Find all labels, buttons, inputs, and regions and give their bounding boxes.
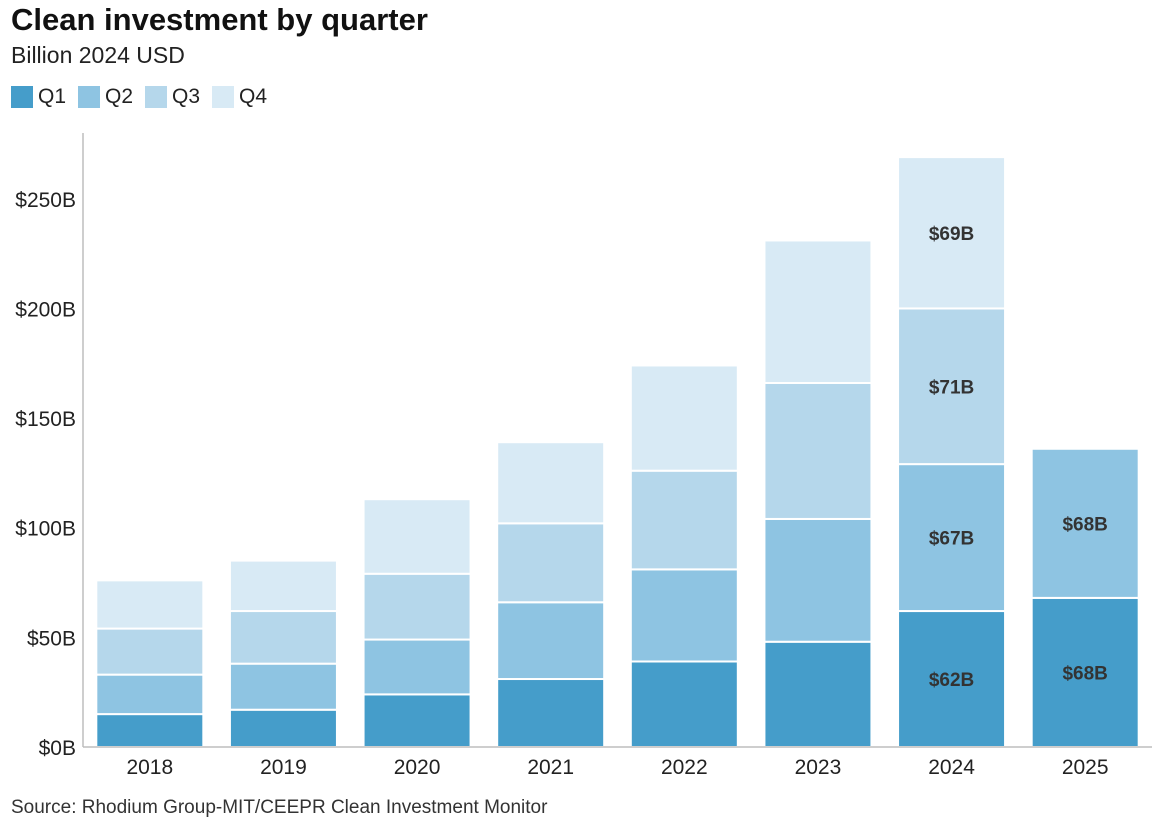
- x-tick-label: 2018: [126, 756, 173, 779]
- data-label: $67B: [929, 529, 974, 550]
- x-tick-label: 2022: [661, 756, 708, 779]
- chart-title: Clean investment by quarter: [11, 2, 428, 37]
- bar-segment: [95, 627, 205, 676]
- bar-segment: [95, 673, 205, 716]
- bar-segment: [228, 559, 338, 613]
- bar-segment: [897, 463, 1007, 613]
- bar-segment: [496, 522, 606, 604]
- data-label: $62B: [929, 670, 974, 691]
- data-label: $68B: [1062, 663, 1107, 684]
- bar-segment: [1030, 447, 1140, 599]
- bar-segment: [897, 156, 1007, 310]
- bar-segment: [629, 364, 739, 472]
- legend-swatch-q2: [78, 86, 101, 108]
- bar-segment: [362, 572, 472, 641]
- bar-segment: [763, 517, 873, 643]
- y-tick-label: $150B: [15, 408, 76, 431]
- x-tick-label: 2019: [260, 756, 307, 779]
- bar-segment: [496, 441, 606, 525]
- legend-label-q2: Q2: [105, 85, 134, 108]
- bar-segment: [897, 307, 1007, 466]
- legend: Q1 Q2 Q3 Q4: [11, 85, 279, 109]
- legend-label-q4: Q4: [239, 85, 268, 108]
- chart-source: Source: Rhodium Group-MIT/CEEPR Clean In…: [11, 797, 548, 818]
- legend-item-q1: Q1: [11, 85, 66, 109]
- data-label: $69B: [929, 224, 974, 245]
- y-tick-label: $50B: [27, 627, 76, 650]
- bar-segment: [629, 469, 739, 571]
- bar-segment: [1030, 596, 1140, 749]
- bar-segment: [763, 381, 873, 520]
- data-label: $71B: [929, 377, 974, 398]
- x-tick-label: 2021: [527, 756, 574, 779]
- data-label: $68B: [1062, 514, 1107, 535]
- legend-item-q2: Q2: [78, 85, 133, 109]
- bar-segment: [763, 640, 873, 748]
- legend-item-q3: Q3: [145, 85, 200, 109]
- x-tick-label: 2025: [1062, 756, 1109, 779]
- bar-segment: [763, 239, 873, 384]
- y-tick-label: $0B: [39, 737, 76, 760]
- bar-segment: [228, 662, 338, 711]
- legend-item-q4: Q4: [212, 85, 267, 109]
- bar-segment: [362, 693, 472, 748]
- bar-segment: [629, 660, 739, 749]
- bar-segment: [95, 713, 205, 748]
- x-tick-label: 2023: [795, 756, 842, 779]
- chart-subtitle: Billion 2024 USD: [11, 42, 185, 68]
- bar-segment: [228, 708, 338, 749]
- bar-segment: [362, 498, 472, 575]
- bar-segment: [228, 610, 338, 665]
- y-tick-label: $250B: [15, 189, 76, 212]
- legend-swatch-q3: [145, 86, 168, 108]
- x-tick-label: 2024: [928, 756, 975, 779]
- legend-swatch-q1: [11, 86, 33, 108]
- bar-segment: [496, 601, 606, 681]
- y-tick-label: $200B: [15, 298, 76, 321]
- bar-segment: [362, 638, 472, 696]
- bar-segment: [629, 568, 739, 663]
- bar-segment: [496, 678, 606, 748]
- y-tick-label: $100B: [15, 518, 76, 541]
- legend-label-q3: Q3: [172, 85, 201, 108]
- legend-label-q1: Q1: [38, 85, 67, 108]
- x-tick-label: 2020: [394, 756, 441, 779]
- bar-segment: [95, 579, 205, 630]
- legend-swatch-q4: [212, 86, 235, 108]
